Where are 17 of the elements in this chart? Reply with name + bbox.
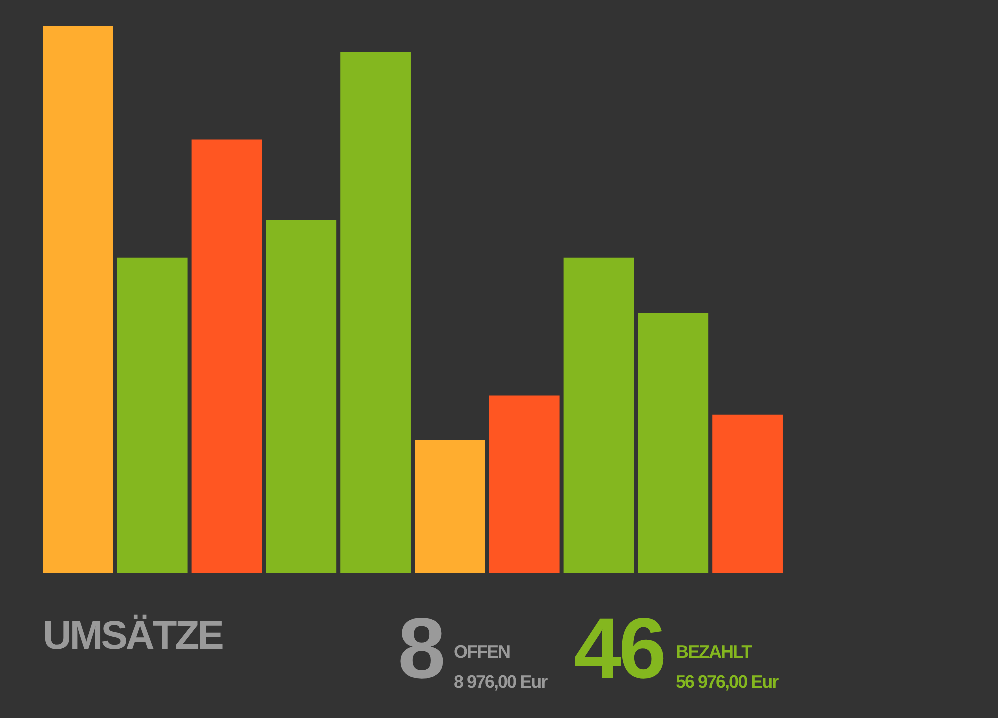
text: UMSÄTZE — [43, 614, 222, 659]
bar — [415, 440, 486, 573]
bar — [340, 52, 411, 573]
text: 8 — [398, 601, 443, 697]
text: 8 976,00 Eur — [454, 672, 548, 692]
bar — [43, 26, 114, 573]
bar — [489, 396, 560, 573]
bar — [638, 313, 709, 573]
text: 46 — [574, 601, 664, 697]
bar — [712, 414, 783, 573]
text: OFFEN — [454, 642, 510, 662]
bar — [564, 258, 634, 573]
text: BEZAHLT — [676, 642, 752, 662]
text: 56 976,00 Eur — [676, 672, 778, 692]
bar — [266, 220, 337, 573]
bar — [192, 140, 262, 573]
bar — [117, 258, 188, 573]
